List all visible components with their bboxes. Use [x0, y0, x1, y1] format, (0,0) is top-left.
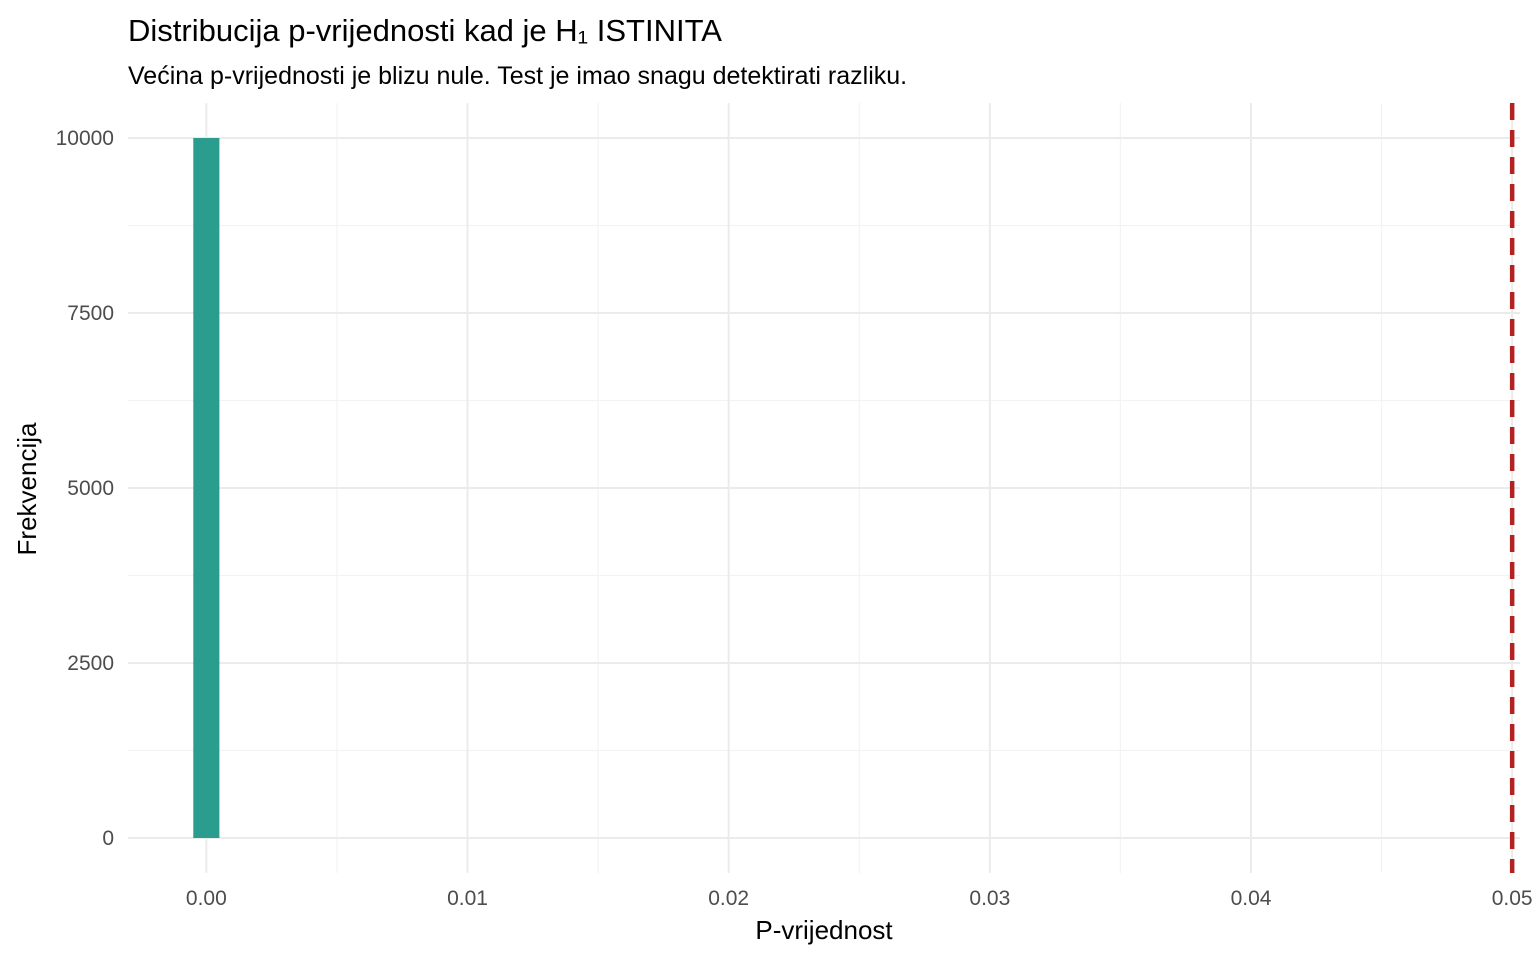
- grid-lines: [128, 103, 1520, 873]
- y-tick-label: 10000: [56, 127, 114, 150]
- x-tick-label: 0.02: [708, 887, 749, 910]
- y-tick-label: 0: [102, 827, 114, 850]
- y-tick-label: 5000: [67, 477, 114, 500]
- x-axis-title: P-vrijednost: [755, 915, 893, 945]
- y-tick-label: 2500: [67, 652, 114, 675]
- chart-subtitle: Većina p-vrijednosti je blizu nule. Test…: [128, 62, 907, 90]
- x-tick-label: 0.05: [1492, 887, 1533, 910]
- x-tick-label: 0.01: [447, 887, 488, 910]
- chart-title: Distribucija p-vrijednosti kad je H₁ IST…: [128, 13, 722, 48]
- x-tick-label: 0.00: [186, 887, 227, 910]
- y-tick-label: 7500: [67, 302, 114, 325]
- x-tick-label: 0.03: [969, 887, 1010, 910]
- histogram-bars: [193, 138, 220, 838]
- x-tick-label: 0.04: [1231, 887, 1272, 910]
- axis-tick-labels: 0.00 0.01 0.02 0.03 0.04 0.05 0 2500 5000 7500 100…: [56, 127, 1533, 910]
- histogram-bar: [193, 138, 220, 838]
- y-axis-title: Frekvencija: [12, 422, 42, 555]
